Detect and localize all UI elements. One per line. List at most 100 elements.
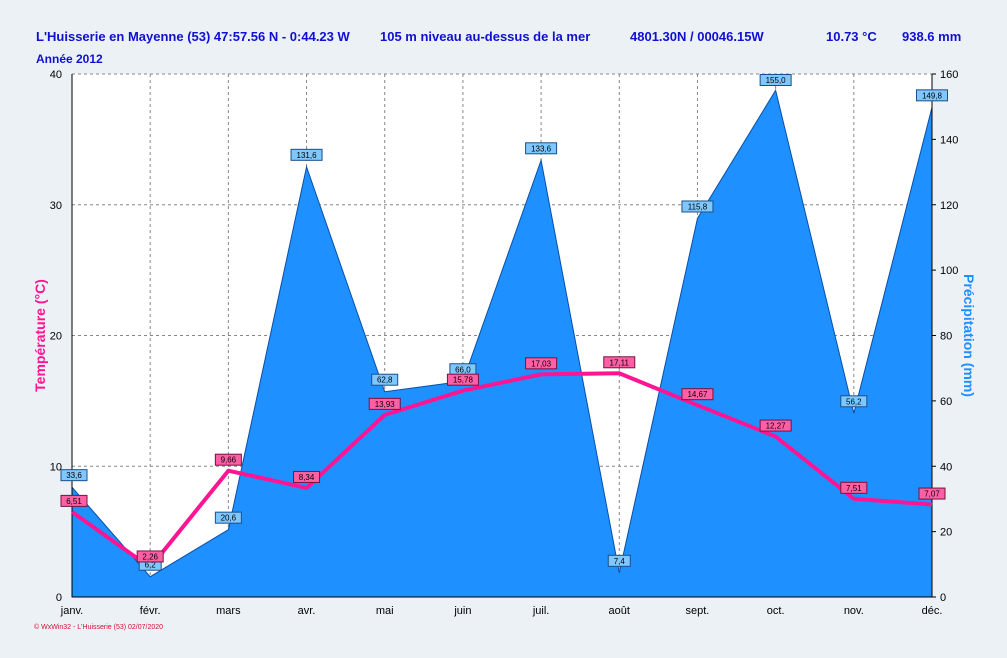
altitude-text: 105 m niveau au-dessus de la mer: [380, 29, 591, 44]
precip-data-label: 149,8: [916, 89, 948, 102]
precip-data-label: 133,6: [525, 142, 558, 155]
precip-data-label: 56,2: [840, 395, 868, 408]
grid-reference: 4801.30N / 00046.15W: [630, 29, 764, 44]
temp-data-label-text: 17,11: [610, 358, 630, 367]
precip-data-label-box: [214, 511, 242, 524]
y-tick-label-right: 0: [940, 592, 946, 604]
temp-data-label-box: [214, 453, 242, 466]
y-tick-label-left: 20: [50, 331, 62, 343]
precip-data-label: 20,6: [214, 511, 242, 524]
temp-data-label-text: 12,27: [766, 422, 787, 431]
y-tick-label-right: 120: [940, 200, 958, 212]
temperature-line: [70, 371, 933, 570]
precip-data-label-text: 115,8: [688, 202, 708, 211]
y-tick-label-left: 30: [50, 200, 62, 212]
precip-data-label: 155,0: [759, 74, 792, 86]
x-tick-label: juil.: [532, 605, 550, 617]
temp-data-label-box: [446, 373, 479, 386]
precip-data-label-text: 66,0: [455, 365, 471, 374]
precip-data-label-text: 56,2: [846, 397, 862, 406]
temp-data-label-text: 2,26: [142, 552, 158, 561]
temp-data-label: 6,51: [60, 494, 88, 507]
temp-data-label-text: 14,67: [687, 390, 708, 399]
temp-data-label-text: 15,78: [453, 376, 474, 385]
y-tick-label-right: 20: [940, 527, 952, 539]
precip-data-label-box: [681, 200, 714, 213]
temp-data-label: 9,66: [214, 453, 242, 466]
precip-data-label: 131,6: [290, 148, 323, 161]
year-label: Année 2012: [36, 52, 103, 66]
precip-data-label-box: [607, 554, 631, 567]
precip-data-label-text: 33,6: [66, 471, 82, 480]
temp-data-label: 7,51: [840, 481, 868, 494]
y-axis-label-right: Précipitation (mm): [961, 274, 977, 397]
x-tick-label: nov.: [844, 605, 864, 617]
x-tick-label: oct.: [767, 605, 785, 617]
x-tick-label: févr.: [140, 605, 161, 617]
temp-data-label-box: [918, 487, 946, 500]
precipitation-area: [71, 89, 933, 598]
precip-data-label-text: 149,8: [922, 91, 943, 100]
precip-data-label: 7,4: [607, 554, 631, 567]
precip-data-label-text: 155,0: [766, 76, 787, 85]
precip-data-label: 33,6: [60, 469, 88, 482]
precip-data-label-box: [759, 74, 792, 86]
temp-data-label-box: [525, 357, 558, 370]
temp-data-label: 12,27: [759, 419, 792, 432]
precip-data-label-box: [60, 469, 88, 482]
precip-data-label-text: 133,6: [531, 144, 552, 153]
x-tick-label: mars: [216, 605, 241, 617]
x-tick-label: juin: [453, 605, 471, 617]
temp-data-label-text: 6,51: [66, 497, 82, 506]
y-tick-label-right: 80: [940, 331, 952, 343]
y-tick-label-left: 40: [50, 69, 62, 81]
mean-temperature: 10.73 °C: [826, 29, 877, 44]
temp-data-label-box: [759, 419, 792, 432]
temp-data-label-text: 9,66: [221, 456, 237, 465]
x-tick-label: avr.: [298, 605, 316, 617]
temp-data-label-text: 13,93: [375, 400, 396, 409]
temp-data-label: 14,67: [681, 388, 714, 401]
station-name: L'Huisserie en Mayenne (53) 47:57.56 N -…: [36, 29, 350, 44]
temp-data-label: 2,26: [136, 550, 164, 563]
temp-data-label-text: 7,07: [924, 490, 940, 499]
y-tick-label-right: 60: [940, 396, 952, 408]
y-tick-label-right: 160: [940, 69, 958, 81]
temp-data-label-box: [60, 494, 88, 507]
temp-data-label-box: [136, 550, 164, 563]
y-tick-label-left: 0: [56, 592, 62, 604]
total-precipitation: 938.6 mm: [902, 29, 962, 44]
precip-data-label-text: 6,2: [145, 561, 157, 570]
temp-data-label-text: 17,03: [531, 359, 552, 368]
x-tick-label: déc.: [922, 605, 943, 617]
precip-data-label-box: [525, 142, 558, 155]
y-axis-label-left: Température (°C): [32, 279, 48, 392]
x-tick-label: janv.: [60, 605, 83, 617]
temp-data-label: 8,34: [293, 470, 321, 483]
precip-data-label-text: 62,8: [377, 376, 393, 385]
x-tick-label: août: [609, 605, 630, 617]
temp-data-label: 17,11: [603, 356, 636, 369]
temp-data-label-box: [681, 388, 714, 401]
temp-data-label-box: [603, 356, 636, 369]
temp-data-label-text: 7,51: [846, 484, 862, 493]
precip-data-label-text: 7,4: [614, 557, 626, 566]
precip-data-label: 115,8: [681, 200, 714, 213]
temp-data-label-box: [840, 481, 868, 494]
precip-data-label-text: 131,6: [297, 151, 318, 160]
y-tick-label-right: 100: [940, 265, 958, 277]
precip-data-label: 62,8: [371, 373, 399, 386]
y-tick-label-right: 40: [940, 461, 952, 473]
precip-data-label-box: [371, 373, 399, 386]
temp-data-label: 17,03: [525, 357, 558, 370]
temp-data-label: 7,07: [918, 487, 946, 500]
precip-data-label-box: [916, 89, 948, 102]
precip-data-label: 66,0: [449, 363, 477, 376]
software-credit: © WxWin32 - L'Huisserie (53) 02/07/2020: [34, 624, 164, 631]
precip-data-label-text: 20,6: [221, 514, 237, 523]
x-tick-label: mai: [376, 605, 394, 617]
temp-data-label-box: [293, 470, 321, 483]
precip-data-label-box: [840, 395, 868, 408]
